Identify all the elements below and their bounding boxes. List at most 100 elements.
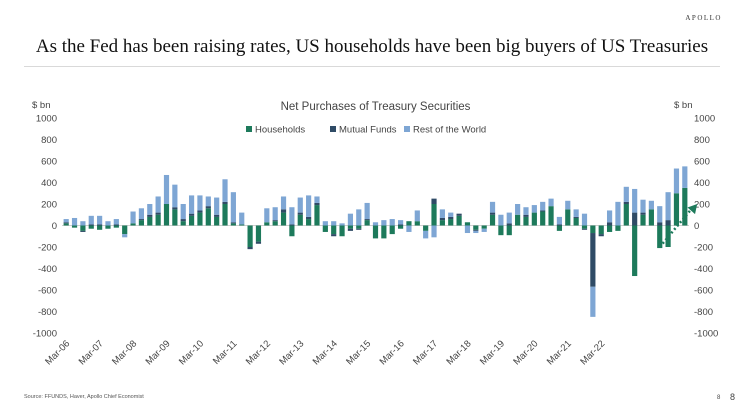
y-tick-left-8: -600 <box>38 286 57 297</box>
bar-households-44 <box>431 204 437 226</box>
y-tick-right-6: -200 <box>694 243 713 254</box>
bar-mutual-funds-0 <box>63 222 69 224</box>
y-tick-left-5: 0 <box>52 221 57 232</box>
bar-rest-of-the-world-0 <box>63 219 69 223</box>
bar-rest-of-the-world-65 <box>606 210 613 223</box>
brand-logo: APOLLO <box>685 14 722 22</box>
x-tick-label-1: Mar-07 <box>77 338 106 367</box>
bar-mutual-funds-63 <box>590 233 596 287</box>
bar-mutual-funds-36 <box>364 219 370 221</box>
x-tick-label-10: Mar-16 <box>378 338 407 367</box>
bar-households-25 <box>272 221 278 226</box>
bar-mutual-funds-49 <box>473 229 479 231</box>
bar-households-74 <box>682 187 688 226</box>
bar-rest-of-the-world-8 <box>130 211 136 224</box>
bar-households-2 <box>80 225 86 231</box>
bar-mutual-funds-26 <box>280 209 287 213</box>
bar-rest-of-the-world-3 <box>88 215 94 225</box>
bar-mutual-funds-25 <box>272 220 278 222</box>
bar-households-14 <box>180 221 186 226</box>
bar-mutual-funds-51 <box>489 212 496 215</box>
bar-mutual-funds-44 <box>431 198 437 204</box>
bar-rest-of-the-world-5 <box>105 221 111 226</box>
bar-rest-of-the-world-9 <box>138 208 145 220</box>
bar-households-23 <box>255 225 262 242</box>
bar-households-71 <box>657 225 663 249</box>
bar-households-34 <box>347 225 354 229</box>
y-tick-right-8: -600 <box>694 286 713 297</box>
bar-rest-of-the-world-42 <box>414 210 420 222</box>
bar-rest-of-the-world-46 <box>448 212 454 217</box>
bar-households-28 <box>297 214 303 226</box>
bar-rest-of-the-world-54 <box>515 204 521 215</box>
bar-households-6 <box>113 225 119 228</box>
bar-rest-of-the-world-56 <box>531 205 537 213</box>
bar-households-45 <box>439 220 445 226</box>
bar-households-20 <box>230 223 236 226</box>
bar-rest-of-the-world-29 <box>306 195 312 217</box>
bar-households-10 <box>147 216 153 226</box>
bar-rest-of-the-world-17 <box>205 196 211 207</box>
bar-mutual-funds-2 <box>80 230 86 232</box>
bar-households-62 <box>581 225 588 229</box>
bar-rest-of-the-world-34 <box>347 213 354 226</box>
bar-households-26 <box>280 212 287 226</box>
bar-mutual-funds-61 <box>573 216 579 218</box>
bar-mutual-funds-19 <box>222 201 228 204</box>
bar-mutual-funds-46 <box>448 216 454 220</box>
bar-households-18 <box>214 216 220 226</box>
bar-rest-of-the-world-36 <box>364 202 370 220</box>
bar-households-22 <box>247 225 253 247</box>
y-tick-right-2: 600 <box>694 157 710 168</box>
bar-mutual-funds-57 <box>540 210 546 212</box>
x-tick-label-2: Mar-08 <box>110 338 139 367</box>
bar-rest-of-the-world-25 <box>272 207 278 221</box>
bar-mutual-funds-15 <box>188 213 195 216</box>
bar-mutual-funds-72 <box>665 220 671 226</box>
bar-rest-of-the-world-67 <box>623 186 629 202</box>
bar-rest-of-the-world-43 <box>423 230 429 239</box>
bar-households-55 <box>523 216 529 226</box>
bar-rest-of-the-world-41 <box>406 225 412 232</box>
bar-rest-of-the-world-50 <box>481 228 487 232</box>
annotation-arrow-head <box>687 204 698 215</box>
bar-rest-of-the-world-7 <box>122 234 128 238</box>
x-tick-label-0: Mar-06 <box>43 338 72 367</box>
bar-mutual-funds-11 <box>155 212 161 215</box>
bar-households-19 <box>222 204 228 226</box>
bar-rest-of-the-world-49 <box>473 230 479 234</box>
bar-households-21 <box>239 224 245 226</box>
bar-rest-of-the-world-2 <box>80 221 86 226</box>
bar-households-56 <box>531 212 537 226</box>
bar-mutual-funds-10 <box>147 214 153 217</box>
y-tick-left-6: -200 <box>38 243 57 254</box>
bar-rest-of-the-world-58 <box>548 198 554 207</box>
bar-mutual-funds-68 <box>632 212 638 226</box>
y-tick-left-3: 400 <box>41 178 57 189</box>
bar-households-8 <box>130 223 136 226</box>
bar-rest-of-the-world-13 <box>172 184 178 208</box>
bar-mutual-funds-67 <box>623 201 629 204</box>
bar-households-40 <box>397 225 404 229</box>
chart-title: Net Purchases of Treasury Securities <box>281 101 471 113</box>
bar-households-7 <box>122 225 128 235</box>
x-tick-label-3: Mar-09 <box>144 338 173 367</box>
bar-rest-of-the-world-45 <box>439 209 445 218</box>
page-title: As the Fed has been raising rates, US ho… <box>35 36 709 57</box>
bar-mutual-funds-28 <box>297 212 303 215</box>
legend-label-0: Households <box>255 125 305 136</box>
bar-households-38 <box>381 225 387 239</box>
bar-households-39 <box>389 225 395 235</box>
bar-rest-of-the-world-26 <box>280 196 287 210</box>
bar-households-11 <box>155 214 161 226</box>
bar-rest-of-the-world-61 <box>573 209 579 217</box>
y-tick-right-1: 800 <box>694 135 710 146</box>
x-tick-label-7: Mar-13 <box>277 338 306 367</box>
y-tick-left-0: 1000 <box>36 114 57 125</box>
bar-households-54 <box>515 214 521 226</box>
x-tick-label-8: Mar-14 <box>311 338 340 367</box>
bar-mutual-funds-65 <box>606 222 613 226</box>
bar-households-29 <box>306 219 312 226</box>
bar-rest-of-the-world-12 <box>163 174 170 204</box>
